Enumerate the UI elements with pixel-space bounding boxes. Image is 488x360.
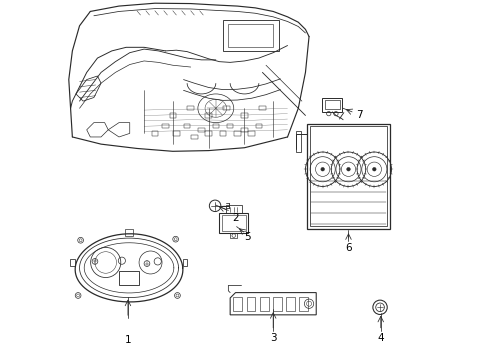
- Bar: [285, 297, 294, 311]
- Bar: [212, 124, 219, 129]
- Circle shape: [320, 167, 324, 171]
- Bar: [223, 106, 229, 111]
- Bar: [205, 113, 211, 118]
- Bar: [233, 297, 242, 311]
- Bar: [219, 213, 247, 233]
- Bar: [272, 297, 281, 311]
- Bar: [119, 271, 139, 285]
- Text: 7: 7: [355, 111, 362, 121]
- Text: 5: 5: [244, 232, 250, 242]
- Bar: [225, 206, 241, 213]
- Text: 6: 6: [345, 243, 351, 253]
- Bar: [295, 131, 301, 152]
- Bar: [298, 297, 307, 311]
- Bar: [173, 131, 179, 135]
- Bar: [241, 113, 247, 118]
- Bar: [228, 24, 273, 47]
- Bar: [169, 113, 176, 118]
- Bar: [255, 124, 262, 129]
- Bar: [198, 128, 204, 132]
- Bar: [151, 131, 158, 135]
- Text: 2: 2: [232, 213, 238, 222]
- Bar: [162, 124, 168, 129]
- Bar: [248, 131, 254, 135]
- Bar: [226, 124, 233, 129]
- Bar: [322, 98, 342, 112]
- Bar: [191, 135, 197, 139]
- Bar: [246, 297, 255, 311]
- Bar: [187, 106, 194, 111]
- Bar: [241, 128, 247, 132]
- Bar: [325, 100, 339, 109]
- Bar: [221, 215, 245, 231]
- Bar: [259, 106, 265, 111]
- Bar: [223, 21, 278, 51]
- Bar: [259, 297, 268, 311]
- Bar: [183, 124, 190, 129]
- Bar: [234, 131, 240, 135]
- Bar: [124, 229, 133, 235]
- Circle shape: [372, 167, 375, 171]
- Bar: [205, 131, 211, 135]
- Bar: [309, 126, 386, 226]
- Circle shape: [346, 167, 349, 171]
- Text: 1: 1: [124, 334, 131, 345]
- Text: 4: 4: [377, 333, 383, 343]
- Text: 3: 3: [269, 333, 276, 343]
- Bar: [219, 131, 226, 135]
- Bar: [230, 233, 237, 238]
